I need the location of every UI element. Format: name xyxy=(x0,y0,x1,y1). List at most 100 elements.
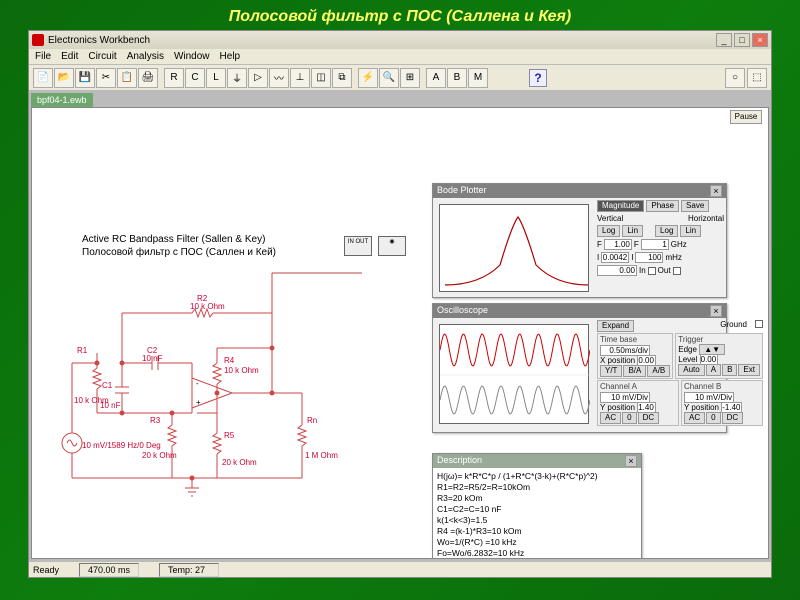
document-tab[interactable]: bpf04-1.ewb xyxy=(31,93,93,107)
scope-close-icon[interactable]: × xyxy=(710,305,722,317)
scope-controls: Expand Ground Time base 0.50ms/div X pos… xyxy=(595,318,765,433)
toolbar-button-17[interactable]: ⚡ xyxy=(358,68,378,88)
toolbar-button-5[interactable]: 🖨 xyxy=(138,68,158,88)
menu-edit[interactable]: Edit xyxy=(61,51,78,62)
svg-text:Rn: Rn xyxy=(307,416,317,425)
toolbar-button-12[interactable]: 〰 xyxy=(269,68,289,88)
scope-edge-label: Edge xyxy=(678,345,697,354)
scope-mode-0[interactable]: 0 xyxy=(622,412,636,424)
bode-f-input-1[interactable]: 1.00 xyxy=(604,239,632,250)
menu-circuit[interactable]: Circuit xyxy=(88,51,116,62)
bode-horiz-label: Horizontal xyxy=(688,214,724,223)
toolbar-button-10[interactable]: ⏚ xyxy=(227,68,247,88)
scope-mode-Ext[interactable]: Ext xyxy=(738,364,760,376)
bode-magnitude-button[interactable]: Magnitude xyxy=(597,200,644,212)
svg-text:10 k Ohm: 10 k Ohm xyxy=(190,302,225,311)
scope-trigger-label: Trigger xyxy=(678,335,760,344)
toolbar-button-22[interactable]: B xyxy=(447,68,467,88)
oscilloscope-window[interactable]: Oscilloscope× Expand Ground xyxy=(432,303,727,433)
scope-chb-label: Channel B xyxy=(684,382,760,391)
menu-help[interactable]: Help xyxy=(220,51,241,62)
bode-in-icon xyxy=(648,267,656,275)
status-ready: Ready xyxy=(33,565,59,575)
scope-ground-label: Ground xyxy=(720,320,747,332)
bode-log-button-2[interactable]: Log xyxy=(655,225,678,237)
desc-line: H(jω)= k*R*C*p / (1+R*C*(3-k)+(R*C*p)^2) xyxy=(437,471,637,482)
scope-mode-AC[interactable]: AC xyxy=(600,412,621,424)
maximize-button[interactable]: □ xyxy=(734,33,750,47)
bode-lin-button-2[interactable]: Lin xyxy=(680,225,701,237)
help-icon[interactable]: ? xyxy=(529,69,547,87)
scope-mode-DC[interactable]: DC xyxy=(638,412,660,424)
scope-cha-ypos-label: Y position xyxy=(600,403,635,412)
scope-mini-icon[interactable]: ◉ xyxy=(378,236,406,256)
desc-close-icon[interactable]: × xyxy=(625,455,637,467)
menu-window[interactable]: Window xyxy=(174,51,210,62)
window-title: Electronics Workbench xyxy=(48,35,150,46)
toolbar-button-15[interactable]: ⧉ xyxy=(332,68,352,88)
bode-unit-1: GHz xyxy=(671,240,687,249)
svg-text:R4: R4 xyxy=(224,356,235,365)
scope-screen xyxy=(439,324,589,424)
bode-f-input-2[interactable]: 1 xyxy=(641,239,669,250)
toolbar-button-19[interactable]: ⊞ xyxy=(400,68,420,88)
toolbar-button-0[interactable]: 📄 xyxy=(33,68,53,88)
toolbar-button-13[interactable]: ⊥ xyxy=(290,68,310,88)
scope-mode-Y/T[interactable]: Y/T xyxy=(600,365,622,377)
statusbar: Ready 470.00 ms Temp: 27 xyxy=(29,561,771,577)
bode-i-input-2[interactable]: 100 xyxy=(635,252,663,263)
slide-title: Полосовой фильтр с ПОС (Саллена и Кея) xyxy=(0,0,800,30)
toolbar-button-11[interactable]: ▷ xyxy=(248,68,268,88)
toolbar-button-21[interactable]: A xyxy=(426,68,446,88)
circuit-canvas[interactable]: Pause Active RC Bandpass Filter (Sallen … xyxy=(31,107,769,559)
bode-log-button-1[interactable]: Log xyxy=(597,225,620,237)
menu-analysis[interactable]: Analysis xyxy=(127,51,164,62)
toggle-button-1[interactable]: ○ xyxy=(725,68,745,88)
bode-save-button[interactable]: Save xyxy=(681,200,709,212)
bode-plotter-window[interactable]: Bode Plotter× Magnitude Phase Save xyxy=(432,183,727,298)
toolbar-button-9[interactable]: L xyxy=(206,68,226,88)
description-window[interactable]: Description× H(jω)= k*R*C*p / (1+R*C*(3-… xyxy=(432,453,642,559)
scope-mode-A[interactable]: A xyxy=(706,364,721,376)
toolbar-button-4[interactable]: 📋 xyxy=(117,68,137,88)
scope-mode-AC[interactable]: AC xyxy=(684,412,705,424)
status-temp: Temp: 27 xyxy=(159,563,219,577)
scope-mode-0[interactable]: 0 xyxy=(706,412,720,424)
toolbar-button-14[interactable]: ◫ xyxy=(311,68,331,88)
toolbar-button-8[interactable]: C xyxy=(185,68,205,88)
svg-text:20 k Ohm: 20 k Ohm xyxy=(142,451,177,460)
toolbar-button-1[interactable]: 📂 xyxy=(54,68,74,88)
minimize-button[interactable]: _ xyxy=(716,33,732,47)
bode-close-icon[interactable]: × xyxy=(710,185,722,197)
bode-i-input-1[interactable]: 0.0042 xyxy=(601,252,629,263)
scope-mode-B[interactable]: B xyxy=(722,364,737,376)
close-button[interactable]: × xyxy=(752,33,768,47)
toggle-button-2[interactable]: ⬚ xyxy=(747,68,767,88)
scope-chb-ypos-label: Y position xyxy=(684,403,719,412)
svg-text:R3: R3 xyxy=(150,416,161,425)
scope-mode-Auto[interactable]: Auto xyxy=(678,364,704,376)
toolbar-button-3[interactable]: ✂ xyxy=(96,68,116,88)
svg-text:10 nF: 10 nF xyxy=(142,354,163,363)
scope-expand-button[interactable]: Expand xyxy=(597,320,634,332)
bode-controls: Magnitude Phase Save Vertical Horizontal… xyxy=(595,198,726,298)
schematic-title-en: Active RC Bandpass Filter (Sallen & Key) xyxy=(82,233,276,246)
bode-lin-button-1[interactable]: Lin xyxy=(622,225,643,237)
scope-mode-B/A[interactable]: B/A xyxy=(623,365,646,377)
toolbar-button-23[interactable]: M xyxy=(468,68,488,88)
menu-file[interactable]: File xyxy=(35,51,51,62)
bode-f-label: F xyxy=(597,240,602,249)
bode-phase-button[interactable]: Phase xyxy=(646,200,679,212)
scope-mode-A/B[interactable]: A/B xyxy=(647,365,670,377)
pause-button[interactable]: Pause xyxy=(730,110,762,124)
workspace: bpf04-1.ewb Pause Active RC Bandpass Fil… xyxy=(29,91,771,561)
bode-out-label: Out xyxy=(658,266,671,275)
toolbar-button-18[interactable]: 🔍 xyxy=(379,68,399,88)
bode-i-label-2: I xyxy=(631,253,633,262)
scope-mode-DC[interactable]: DC xyxy=(722,412,744,424)
toolbar-button-2[interactable]: 💾 xyxy=(75,68,95,88)
bode-in-label: In xyxy=(639,266,646,275)
svg-text:10 k Ohm: 10 k Ohm xyxy=(224,366,259,375)
svg-text:20 k Ohm: 20 k Ohm xyxy=(222,458,257,467)
toolbar-button-7[interactable]: R xyxy=(164,68,184,88)
